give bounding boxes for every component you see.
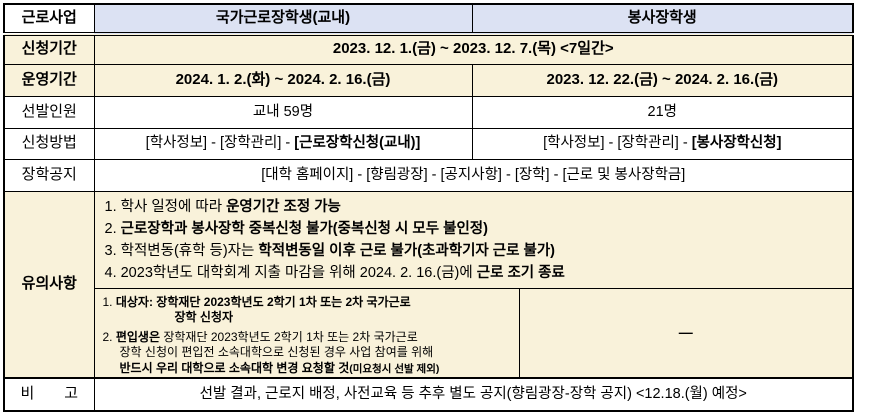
apply-period-value: 2023. 12. 1.(금) ~ 2023. 12. 7.(목) <7일간>	[93, 33, 854, 65]
scholarship-info-table: 근로사업 국가근로장학생(교내) 봉사장학생 신청기간 2023. 12. 1.…	[3, 3, 854, 412]
operation-period-volunteer: 2023. 12. 22.(금) ~ 2024. 2. 16.(금)	[471, 63, 854, 97]
caution-item-3: 3. 학적변동(휴학 등)자는 학적변동일 이후 근로 불가(초과학기자 근로 …	[104, 242, 556, 259]
apply-period-label: 신청기간	[3, 33, 95, 65]
remark-value: 선발 결과, 근로지 배정, 사전교육 등 추후 별도 공지(향림광장-장학 공…	[93, 376, 854, 411]
selection-count-row: 선발인원 교내 59명 21명	[3, 95, 854, 129]
notice-row: 장학공지 [대학 홈페이지] - [향림광장] - [공지사항] - [장학] …	[3, 158, 854, 192]
cautions-row: 유의사항 1. 학사 일정에 따라 운영기간 조정 가능 2. 근로장학과 봉사…	[3, 190, 854, 378]
header-volunteer-scholar: 봉사장학생	[471, 3, 854, 36]
apply-method-label: 신청방법	[3, 127, 95, 160]
cautions-sub-left: 1. 대상자: 장학재단 2023학년도 2학기 1차 또는 2차 국가근로 장학…	[95, 288, 520, 377]
apply-method-row: 신청방법 [학사정보] - [장학관리] - [근로장학신청(교내)] [학사정…	[3, 127, 854, 160]
cautions-list: 1. 학사 일정에 따라 운영기간 조정 가능 2. 근로장학과 봉사장학 중복…	[93, 190, 854, 289]
cautions-sub-right-dash: —	[678, 323, 693, 340]
selection-count-volunteer: 21명	[471, 95, 854, 129]
header-national-workstudy: 국가근로장학생(교내)	[93, 3, 473, 36]
operation-period-row: 운영기간 2024. 1. 2.(화) ~ 2024. 2. 16.(금) 20…	[3, 63, 854, 97]
notice-value: [대학 홈페이지] - [향림광장] - [공지사항] - [장학] - [근로…	[93, 158, 854, 192]
cautions-sub-row: 1. 대상자: 장학재단 2023학년도 2학기 1차 또는 2차 국가근로 장학…	[4, 287, 854, 378]
header-program-label: 근로사업	[3, 3, 95, 36]
cautions-sub-table: 1. 대상자: 장학재단 2023학년도 2학기 1차 또는 2차 국가근로 장학…	[93, 287, 854, 378]
operation-period-label: 운영기간	[3, 63, 95, 97]
operation-period-national: 2024. 1. 2.(화) ~ 2024. 2. 16.(금)	[93, 63, 473, 97]
apply-period-row: 신청기간 2023. 12. 1.(금) ~ 2023. 12. 7.(목) <…	[3, 33, 854, 65]
table-header-row: 근로사업 국가근로장학생(교내) 봉사장학생	[3, 3, 854, 36]
remark-row: 비 고 선발 결과, 근로지 배정, 사전교육 등 추후 별도 공지(향림광장-…	[3, 376, 854, 411]
cautions-label: 유의사항	[3, 190, 95, 378]
apply-method-volunteer: [학사정보] - [장학관리] - [봉사장학신청]	[471, 127, 854, 160]
caution-item-2: 2. 근로장학과 봉사장학 중복신청 불가(중복신청 시 모두 불인정)	[104, 220, 488, 237]
caution-item-1: 1. 학사 일정에 따라 운영기간 조정 가능	[104, 198, 341, 215]
caution-item-4: 4. 2023학년도 대학회계 지출 마감을 위해 2024. 2. 16.(금…	[104, 264, 565, 281]
apply-method-national: [학사정보] - [장학관리] - [근로장학신청(교내)]	[93, 127, 473, 160]
remark-label: 비 고	[3, 376, 95, 411]
notice-label: 장학공지	[3, 158, 95, 192]
selection-count-label: 선발인원	[3, 95, 95, 129]
selection-count-national: 교내 59명	[93, 95, 473, 129]
